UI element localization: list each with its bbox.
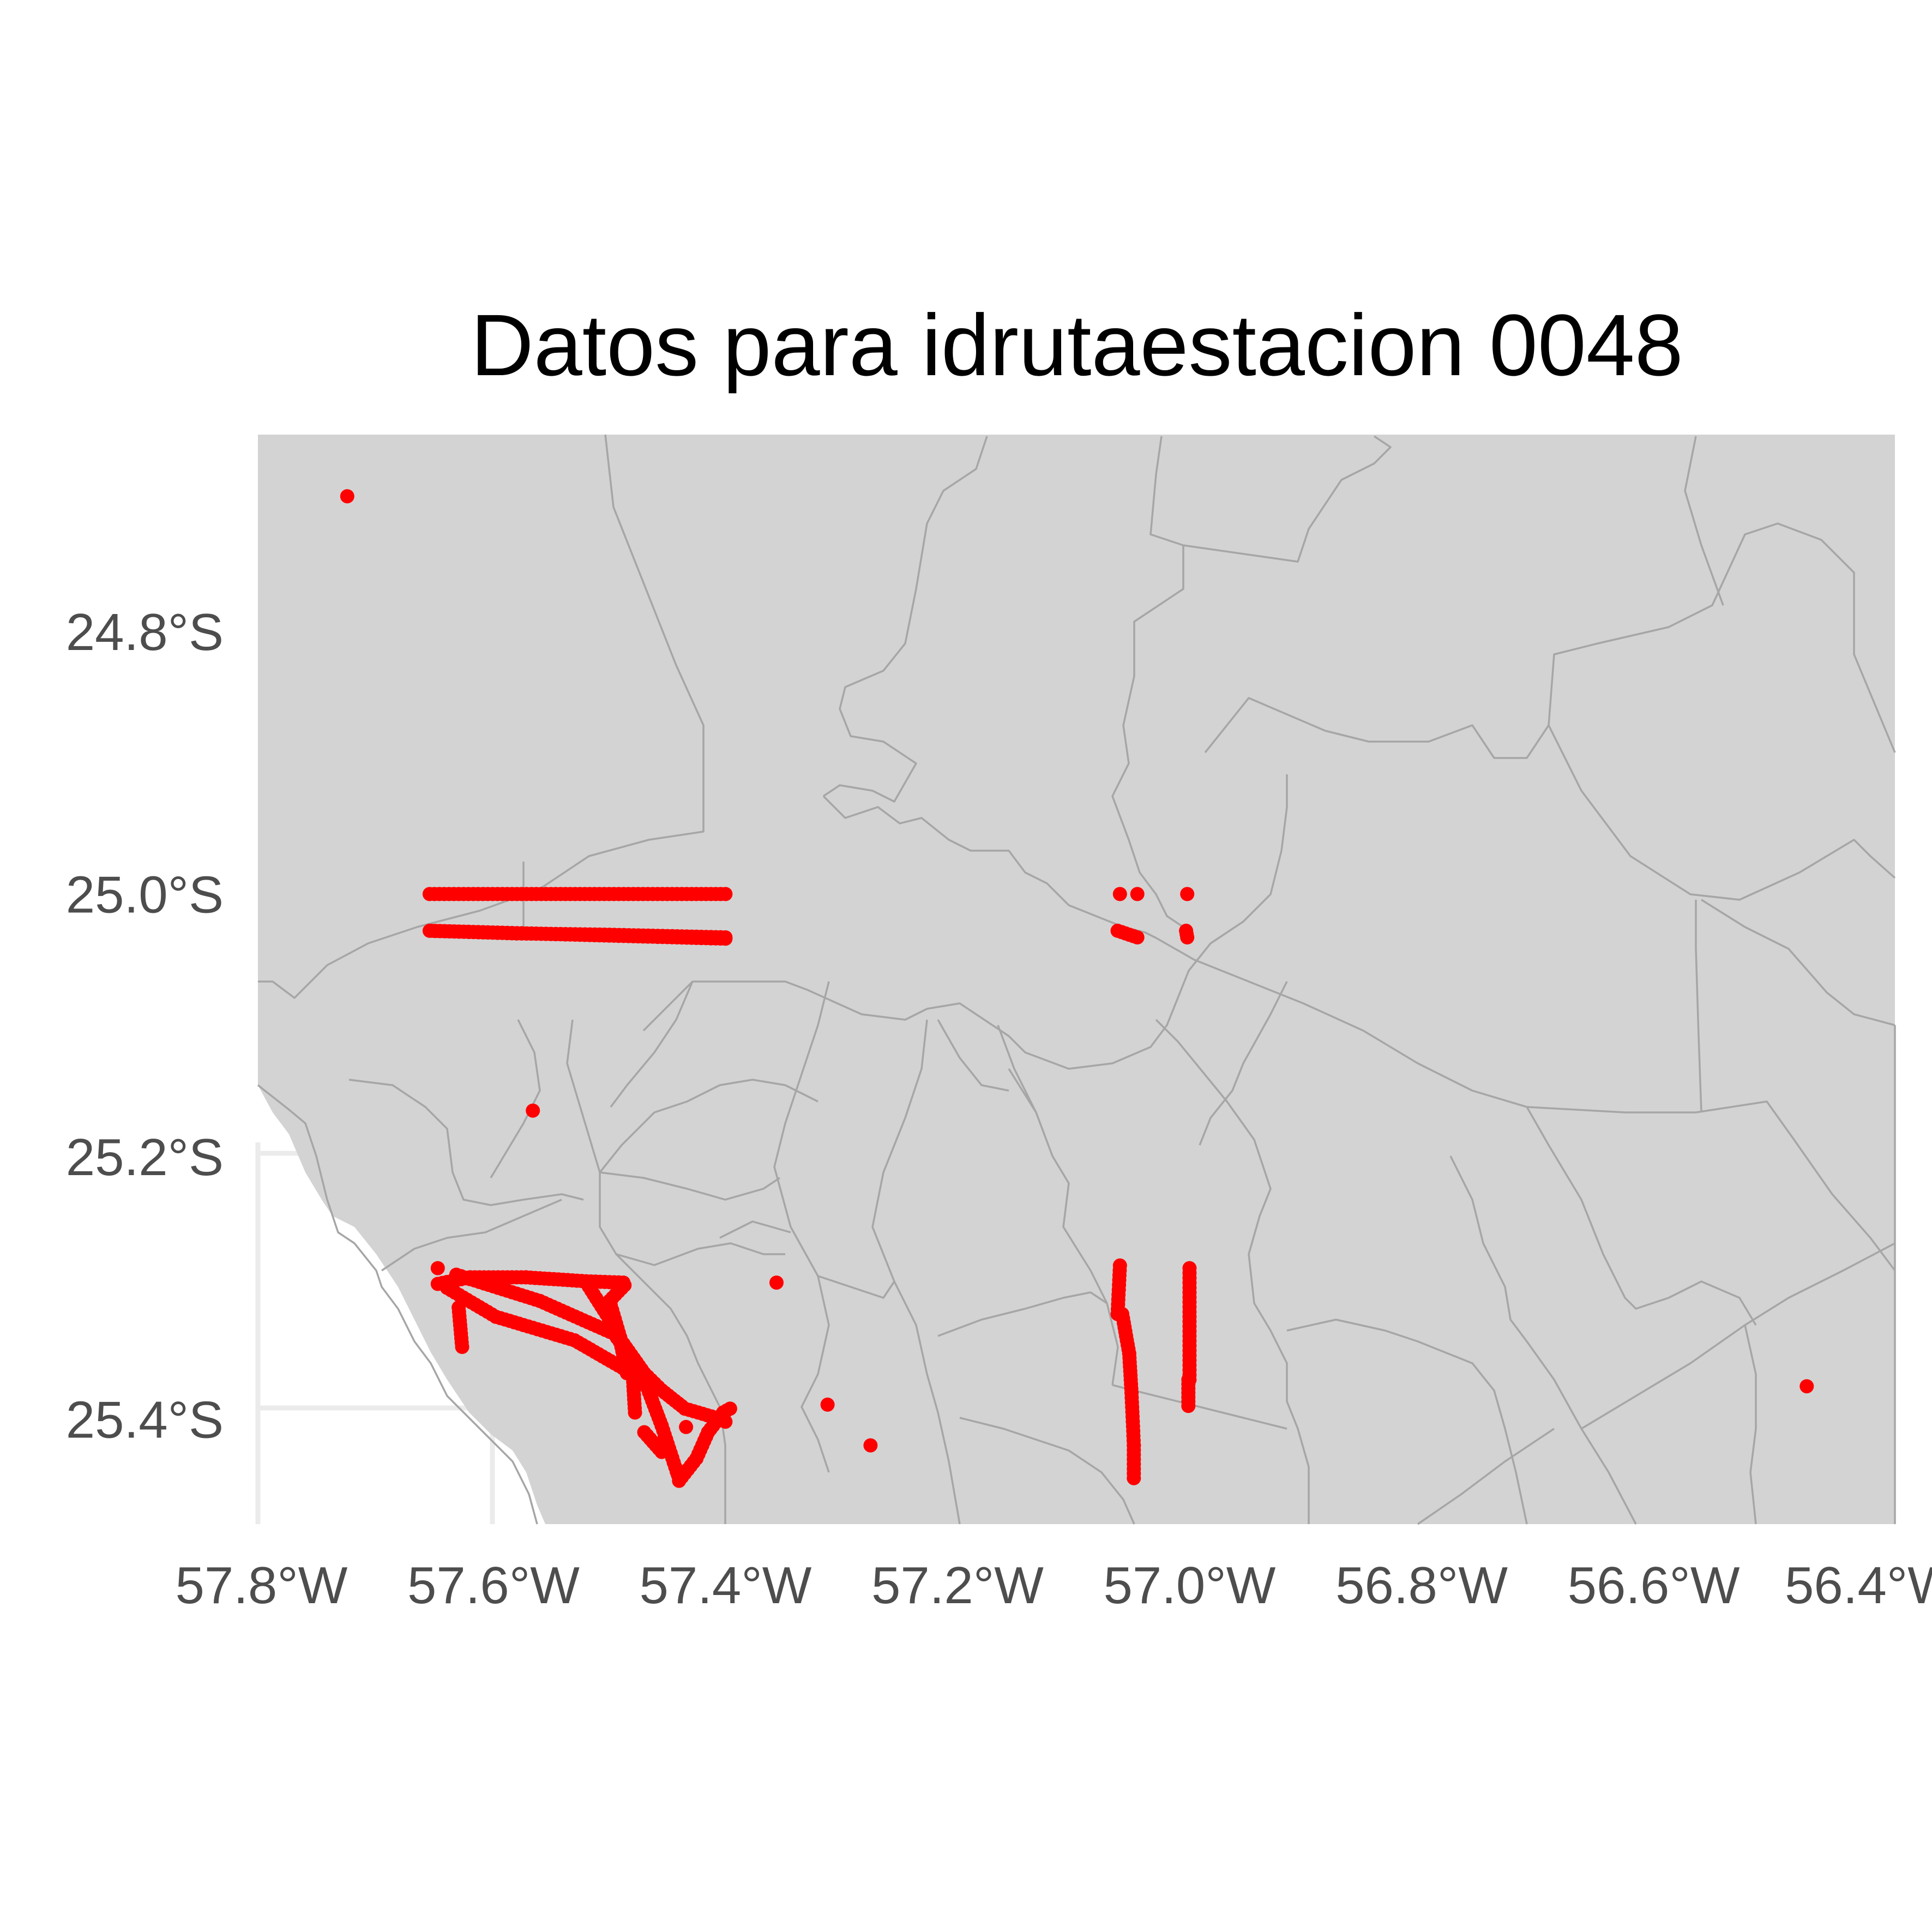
- data-point: [1127, 1471, 1141, 1485]
- data-points: [340, 489, 1814, 1488]
- border-line: [1695, 900, 1702, 1113]
- border-line: [719, 1220, 791, 1239]
- data-point: [654, 1445, 669, 1459]
- data-point: [723, 1401, 737, 1416]
- x-tick-label: 56.8°W: [1335, 1556, 1508, 1615]
- data-point: [820, 1397, 835, 1412]
- data-point: [1130, 930, 1145, 944]
- x-tick-label: 57.6°W: [407, 1556, 580, 1615]
- border-line: [822, 795, 1157, 939]
- border-line: [937, 1019, 1009, 1092]
- data-point: [1180, 930, 1195, 944]
- data-point: [1181, 1399, 1196, 1413]
- border-line: [1204, 522, 1896, 759]
- border-line: [1199, 981, 1288, 1146]
- data-point: [679, 1419, 694, 1434]
- data-point: [1180, 887, 1195, 901]
- data-point: [526, 1103, 540, 1118]
- border-line: [1684, 436, 1724, 606]
- border-line: [1155, 1019, 1310, 1524]
- data-point: [1130, 887, 1145, 901]
- y-tick-label: 25.0°S: [66, 866, 224, 924]
- chart-title: Datos para idrutaestacion 0048: [471, 296, 1683, 394]
- border-line: [1449, 1155, 1637, 1525]
- data-point: [455, 1340, 470, 1354]
- border-line: [616, 1242, 785, 1266]
- data-point: [769, 1275, 784, 1290]
- data-point: [1799, 1379, 1814, 1394]
- border-line: [1548, 725, 1896, 901]
- border-line: [1008, 1068, 1119, 1386]
- border-line: [1112, 1384, 1287, 1430]
- border-line: [997, 1025, 1037, 1113]
- data-point: [340, 489, 354, 504]
- data-point: [430, 1261, 445, 1275]
- border-line: [381, 1199, 562, 1272]
- border-line: [642, 774, 1288, 1070]
- border-line: [959, 1417, 1135, 1525]
- border-line: [1744, 1325, 1757, 1525]
- border-line: [348, 1079, 584, 1206]
- border-line: [1417, 1428, 1555, 1525]
- border-line: [773, 981, 830, 1473]
- data-point: [628, 1405, 642, 1420]
- x-tick-label: 57.2°W: [871, 1556, 1044, 1615]
- border-line: [257, 1084, 538, 1525]
- x-tick-label: 57.4°W: [639, 1556, 811, 1615]
- border-line: [937, 1291, 1108, 1337]
- y-tick-label: 25.2°S: [66, 1128, 224, 1187]
- border-line: [823, 436, 988, 803]
- data-point: [863, 1438, 878, 1453]
- border-line: [1286, 1319, 1528, 1525]
- data-point: [1112, 887, 1127, 901]
- x-axis: 57.8°W 57.6°W 57.4°W 57.2°W 57.0°W 56.8°…: [175, 1556, 1932, 1615]
- border-line: [817, 1275, 895, 1299]
- data-point: [718, 930, 733, 944]
- border-line: [599, 1171, 780, 1201]
- y-tick-label: 24.8°S: [66, 603, 224, 661]
- x-tick-label: 56.4°W: [1785, 1556, 1932, 1615]
- y-axis: 24.8°S 25.0°S 25.2°S 25.4°S: [66, 603, 224, 1449]
- x-tick-label: 57.0°W: [1103, 1556, 1275, 1615]
- x-tick-label: 56.6°W: [1568, 1556, 1740, 1615]
- map-regions: [257, 434, 1896, 1525]
- x-tick-label: 57.8°W: [175, 1556, 347, 1615]
- border-line: [610, 981, 694, 1108]
- border-line: [1111, 545, 1184, 928]
- land-area: [258, 435, 1895, 1524]
- border-line: [1149, 435, 1392, 563]
- region-borders: [257, 434, 1896, 1525]
- border-line: [1526, 1106, 1757, 1326]
- data-point: [718, 887, 733, 901]
- border-line: [599, 1079, 818, 1173]
- border-line: [1701, 899, 1895, 1026]
- y-tick-label: 25.4°S: [66, 1391, 224, 1449]
